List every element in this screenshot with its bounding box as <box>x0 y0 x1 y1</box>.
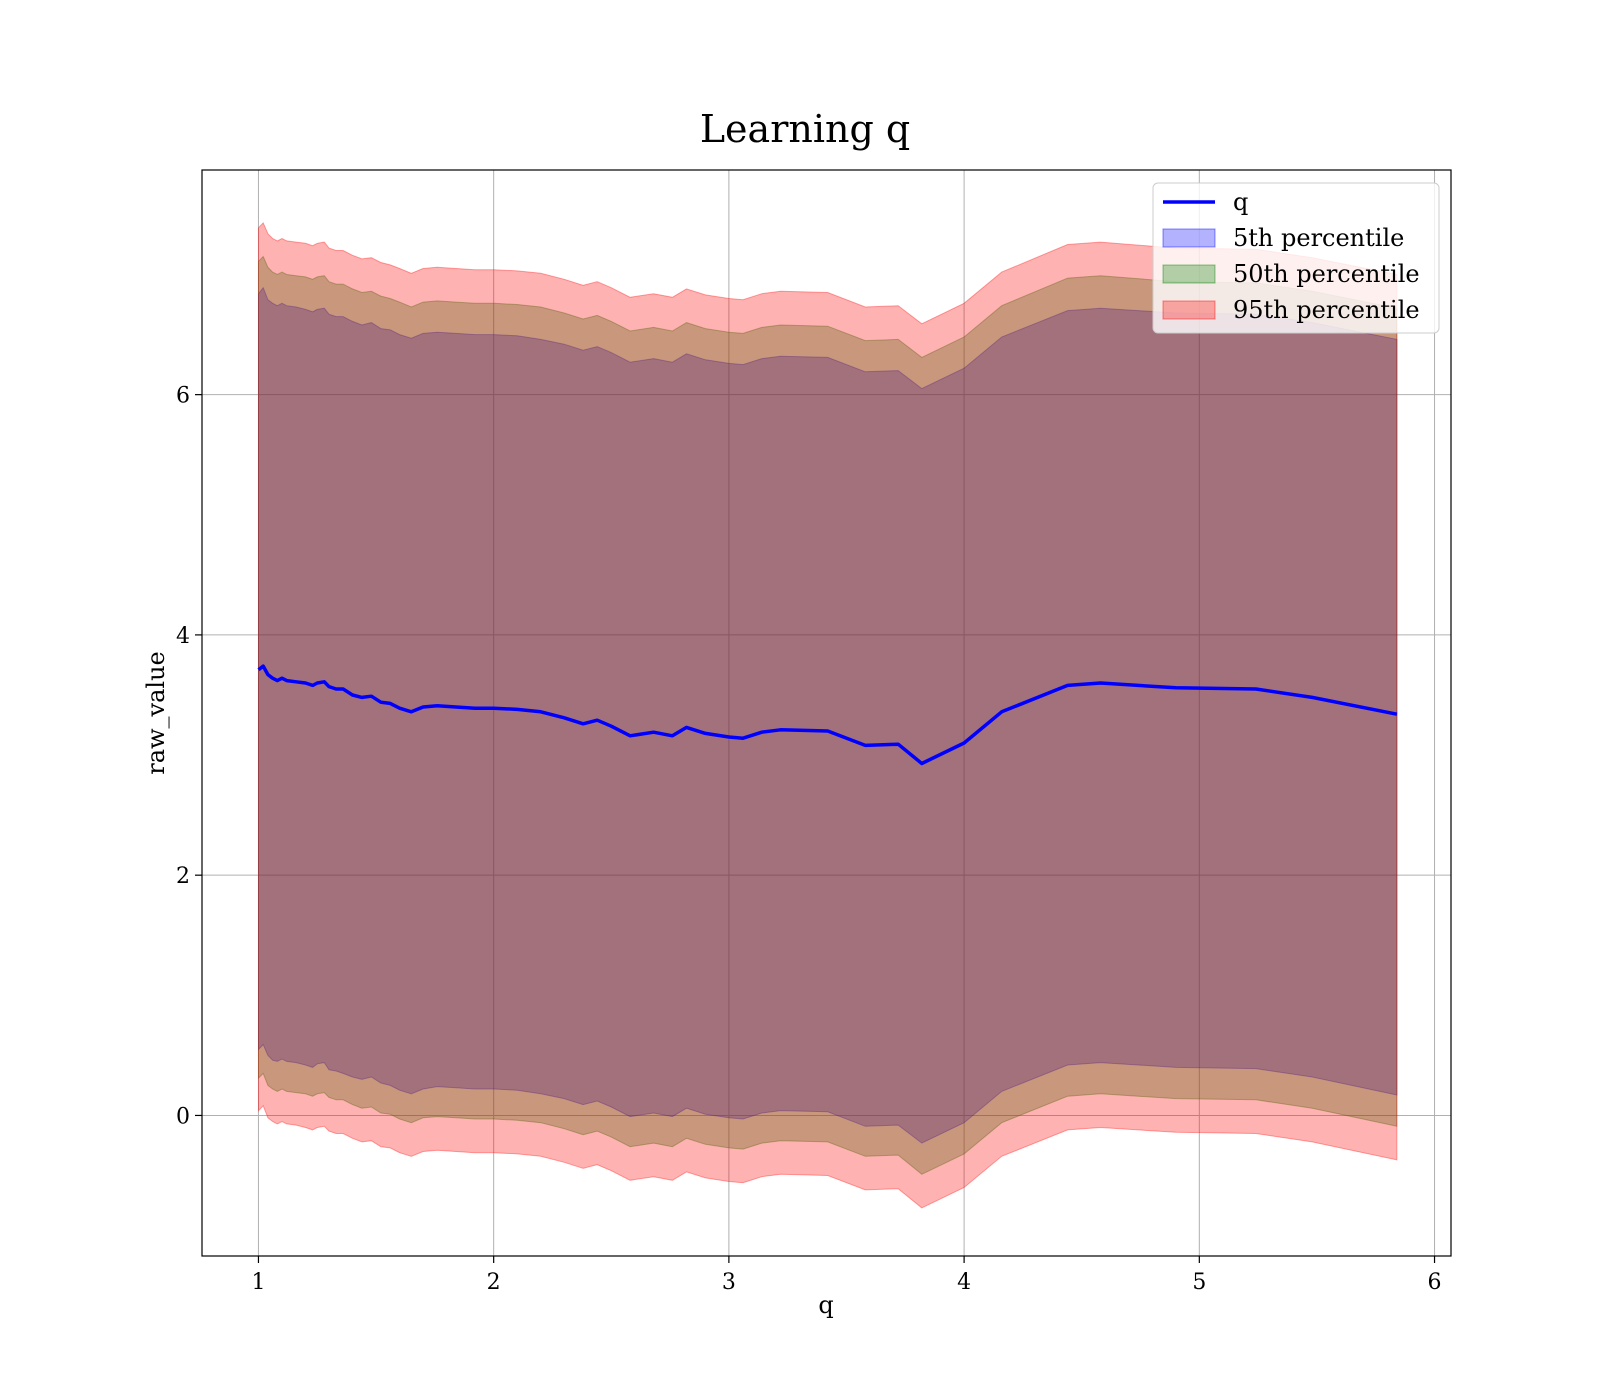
axis-ticks: 1 2 3 4 5 6 0 2 4 6 <box>176 384 1442 1295</box>
legend-swatch-95th-percentile <box>1162 300 1216 320</box>
x-axis-label: q <box>818 1291 833 1319</box>
x-tick-label: 4 <box>957 1270 971 1295</box>
legend-label-50th-percentile: 50th percentile <box>1233 260 1420 288</box>
band-5th-percentile <box>258 286 1398 1144</box>
grid-lines <box>202 170 1451 1256</box>
y-tick-label: 2 <box>176 864 190 889</box>
y-tick-label: 6 <box>176 384 190 409</box>
series-line-q <box>257 664 1398 766</box>
legend-swatch-50th-percentile <box>1162 264 1216 284</box>
chart-title: Learning q <box>700 107 910 151</box>
q-line-layer <box>257 664 1398 766</box>
x-tick-label: 5 <box>1192 1270 1206 1295</box>
x-tick-label: 2 <box>487 1270 501 1295</box>
legend-label-q: q <box>1233 188 1248 216</box>
legend-label-5th-percentile: 5th percentile <box>1233 224 1404 252</box>
x-tick-label: 3 <box>722 1270 736 1295</box>
percentile-bands <box>258 222 1398 1209</box>
band-95th-percentile <box>258 222 1398 1209</box>
legend-frame <box>1152 182 1440 334</box>
x-tick-label: 6 <box>1428 1270 1442 1295</box>
y-axis-label: raw_value <box>142 651 170 775</box>
plot-frame <box>201 169 1452 1257</box>
y-tick-label: 4 <box>176 624 190 649</box>
legend: q 5th percentile 50th percentile 95th perce… <box>1152 182 1440 334</box>
band-50th-percentile <box>258 255 1398 1175</box>
legend-label-95th-percentile: 95th percentile <box>1233 296 1420 324</box>
legend-swatch-5th-percentile <box>1162 228 1216 248</box>
plot-area <box>202 170 1451 1256</box>
y-tick-label: 0 <box>176 1104 190 1129</box>
x-tick-label: 1 <box>251 1270 265 1295</box>
